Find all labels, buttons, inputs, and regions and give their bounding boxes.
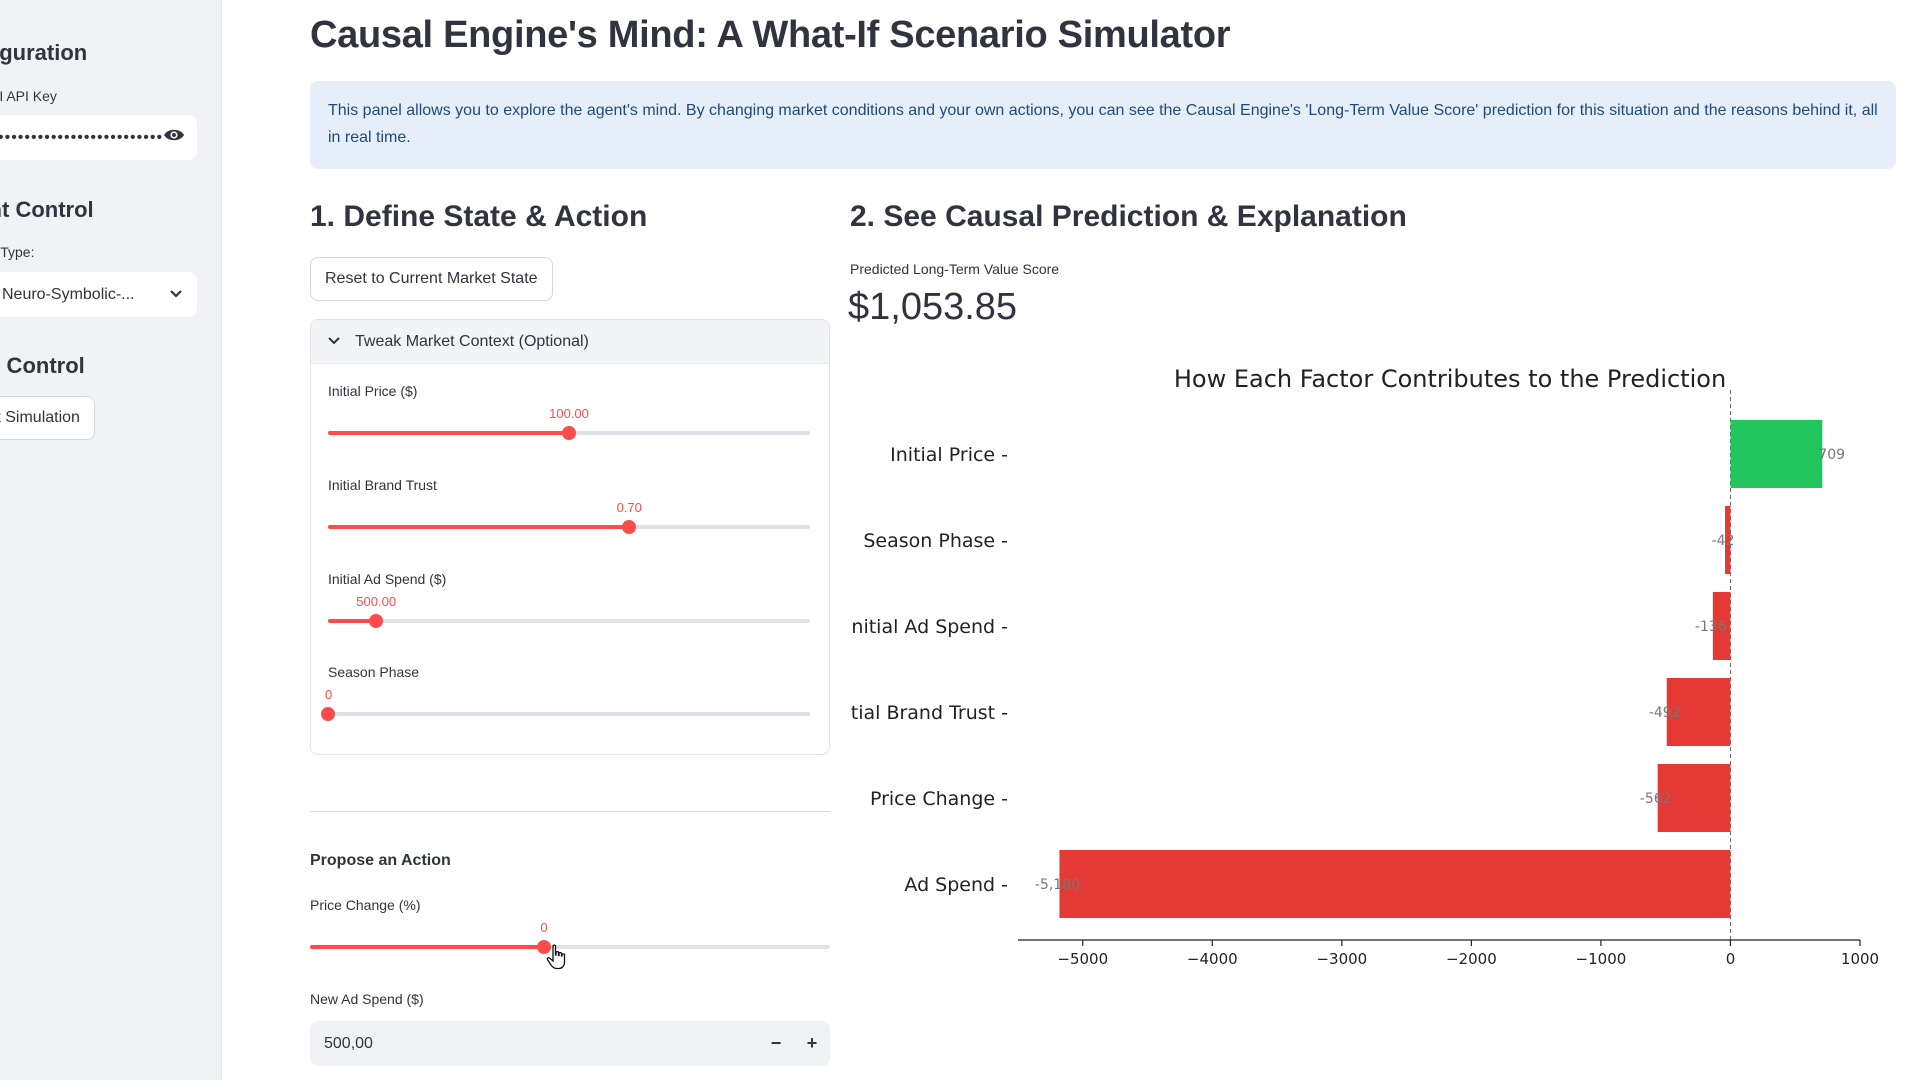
slider-value: 0.70: [616, 500, 642, 515]
chart-data-label: -42: [1712, 533, 1735, 549]
slider-label: Initial Ad Spend ($): [328, 571, 447, 587]
chart-category-label: Initial Price -: [890, 444, 1008, 466]
chart-category-label: Price Change -: [870, 788, 1008, 810]
section-heading-prediction: 2. See Causal Prediction & Explanation: [850, 200, 1407, 233]
slider-fill: [310, 945, 544, 949]
slider-label: Price Change (%): [310, 897, 421, 913]
agent-type-value[interactable]: Neuro-Symbolic-...: [2, 285, 135, 303]
slider-thumb[interactable]: [622, 520, 637, 534]
initial-brand-trust-slider[interactable]: Initial Brand Trust 0.70: [328, 477, 810, 537]
metric-value: $1,053.85: [848, 286, 1018, 328]
x-tick-label: −5000: [1057, 950, 1108, 968]
chart-bar: [1730, 420, 1823, 488]
x-tick-label: −4000: [1187, 950, 1238, 968]
api-key-label: AI API Key: [0, 88, 57, 104]
propose-action-heading: Propose an Action: [310, 852, 451, 869]
x-tick-label: 1000: [1841, 950, 1879, 968]
agent-type-label: Agent Type:: [0, 244, 35, 260]
chart-bar: [1657, 764, 1731, 832]
chart-title: How Each Factor Contributes to the Predi…: [1174, 365, 1726, 393]
hand-cursor-icon: [546, 944, 566, 970]
slider-value: 0: [540, 920, 548, 935]
chevron-down-icon[interactable]: [169, 286, 183, 304]
chart-category-label: Initial Ad Spend -: [850, 616, 1008, 638]
increment-button[interactable]: +: [806, 1033, 818, 1053]
sidebar-config-heading: Configuration: [0, 40, 88, 65]
contribution-chart: How Each Factor Contributes to the Predi…: [850, 365, 1879, 968]
chart-bar: [1666, 678, 1731, 746]
slider-value: 500.00: [356, 594, 397, 609]
expander-header[interactable]: Tweak Market Context (Optional): [311, 320, 829, 364]
initial-ad-spend-slider[interactable]: Initial Ad Spend ($) 500.00: [328, 571, 810, 631]
slider-thumb[interactable]: [537, 940, 551, 954]
sidebar: Configuration AI API Key •••••••••••••••…: [0, 0, 222, 1080]
new-ad-spend-value[interactable]: 500,00: [324, 1034, 373, 1052]
divider: [310, 811, 830, 812]
page-title: Causal Engine's Mind: A What-If Scenario…: [310, 14, 1231, 56]
initial-price-slider[interactable]: Initial Price ($) 100.00: [328, 383, 810, 443]
agent-type-select[interactable]: Neuro-Symbolic-...: [0, 272, 197, 317]
info-banner: This panel allows you to explore the age…: [310, 81, 1896, 169]
metric-label: Predicted Long-Term Value Score: [850, 261, 1060, 277]
new-ad-spend-input[interactable]: 500,00 − +: [310, 1021, 830, 1066]
chevron-down-icon: [327, 333, 343, 351]
slider-fill: [328, 525, 630, 529]
section-heading-define: 1. Define State & Action: [310, 200, 648, 233]
start-simulation-button[interactable]: Start Simulation: [0, 396, 95, 440]
slider-track[interactable]: [328, 525, 810, 529]
sidebar-agent-heading: Agent Control: [0, 197, 94, 222]
reset-market-state-button[interactable]: Reset to Current Market State: [310, 257, 553, 301]
slider-track[interactable]: [328, 712, 810, 716]
chart-bar: [1712, 592, 1731, 660]
chart-data-label: -5,180: [1035, 877, 1080, 893]
season-phase-slider[interactable]: Season Phase 0: [321, 664, 810, 724]
decrement-button[interactable]: −: [770, 1033, 782, 1053]
x-tick-label: 0: [1726, 950, 1736, 968]
chart-category-label: Ad Spend -: [904, 874, 1008, 896]
chart-data-label: -136: [1695, 619, 1727, 635]
chart-data-label: 709: [1818, 447, 1845, 463]
slider-fill: [328, 619, 377, 623]
expander-title: Tweak Market Context (Optional): [355, 332, 589, 350]
sidebar-simulation-heading: Simulation Control: [0, 353, 85, 378]
slider-track[interactable]: [310, 945, 830, 949]
api-key-input[interactable]: ••••••••••••••••••••••••••••••: [0, 115, 197, 160]
chart-data-label: -562: [1640, 791, 1672, 807]
api-key-value[interactable]: ••••••••••••••••••••••••••••••: [0, 128, 163, 146]
slider-value: 100.00: [549, 406, 589, 421]
x-tick-label: −1000: [1576, 950, 1627, 968]
chart-bar: [1725, 506, 1731, 574]
chart-bar: [1059, 850, 1731, 918]
x-tick-label: −2000: [1446, 950, 1497, 968]
eye-icon[interactable]: [163, 128, 185, 147]
slider-label: Season Phase: [328, 664, 420, 680]
slider-thumb[interactable]: [321, 707, 335, 721]
chart-category-label: Initial Brand Trust -: [850, 702, 1008, 724]
chart-category-label: Season Phase -: [863, 530, 1008, 552]
price-change-slider[interactable]: Price Change (%) 0: [310, 897, 830, 957]
slider-thumb[interactable]: [369, 614, 384, 628]
chart-data-label: -492: [1649, 705, 1681, 721]
slider-thumb[interactable]: [562, 426, 576, 440]
x-tick-label: −3000: [1316, 950, 1367, 968]
slider-track[interactable]: [328, 619, 810, 623]
slider-fill: [328, 431, 569, 435]
market-context-expander: Tweak Market Context (Optional) Initial …: [310, 319, 830, 755]
new-ad-spend-label: New Ad Spend ($): [310, 991, 424, 1007]
slider-value: 0: [325, 687, 333, 702]
slider-label: Initial Brand Trust: [328, 477, 437, 493]
slider-label: Initial Price ($): [328, 383, 418, 399]
